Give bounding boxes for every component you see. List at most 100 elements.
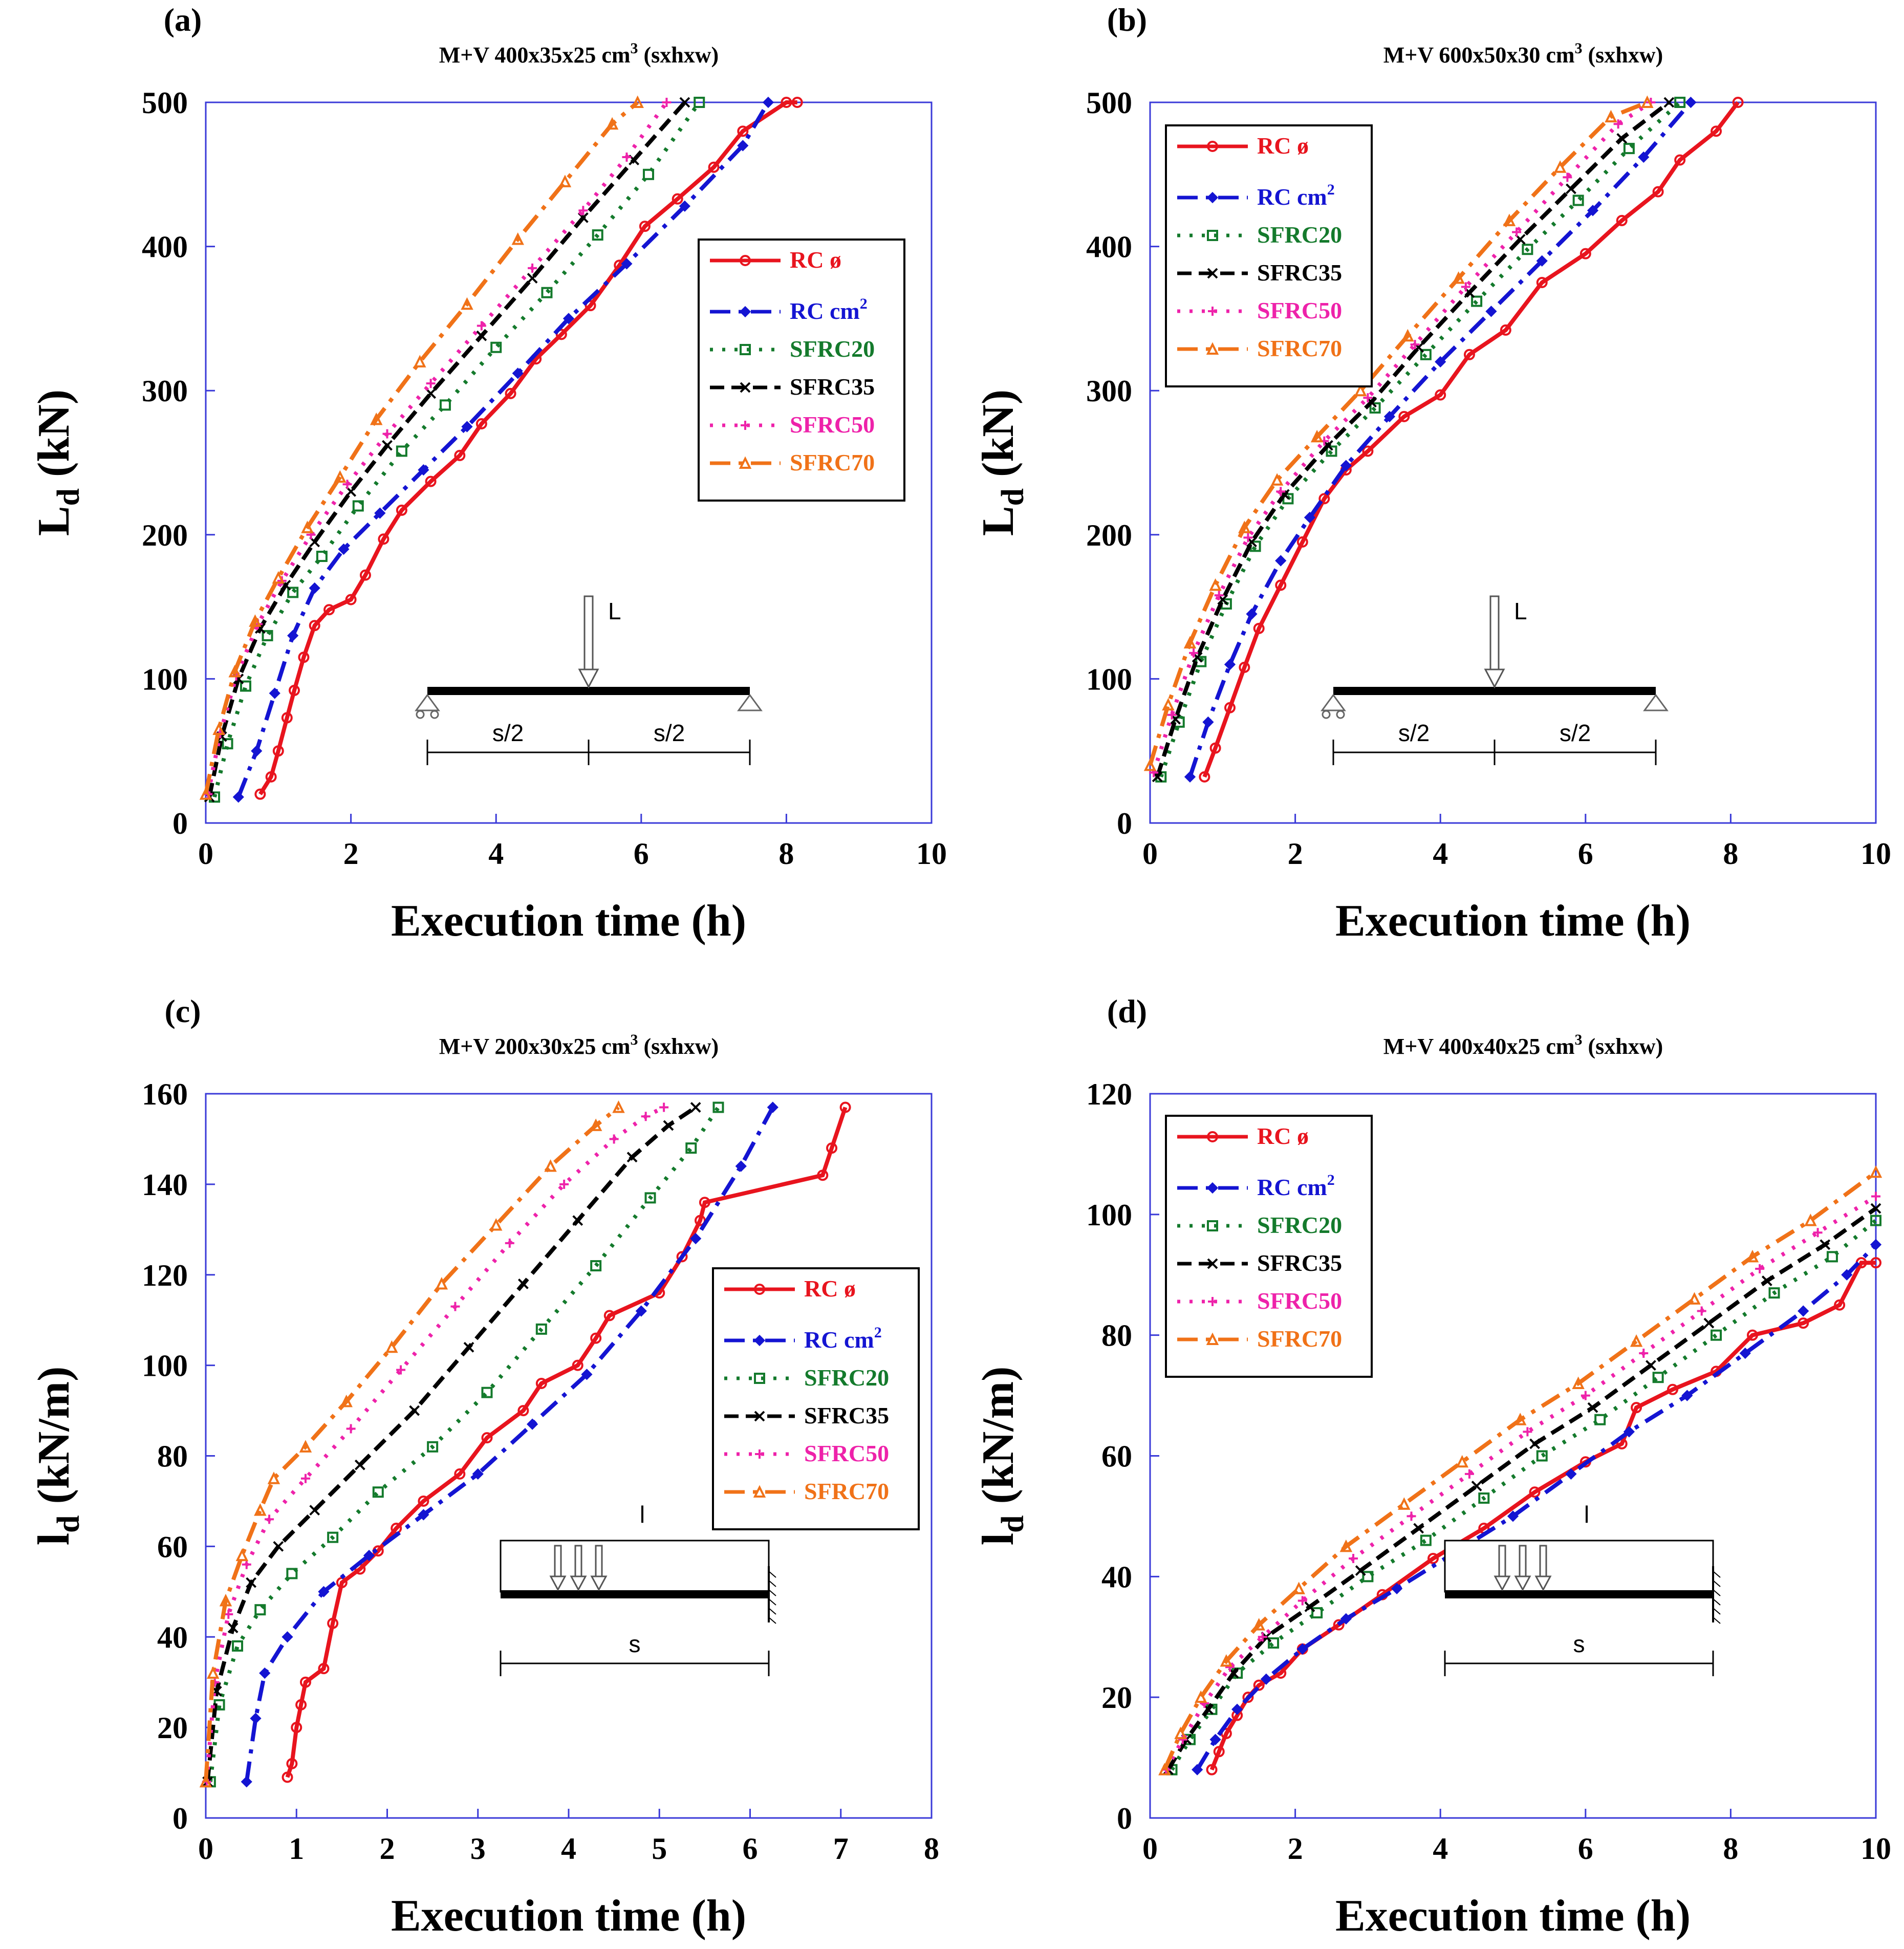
legend-marker: [1207, 1258, 1218, 1269]
data-point: [1703, 1317, 1715, 1329]
data-point: [1363, 393, 1373, 403]
data-point: [439, 399, 451, 411]
panel-d: (d)M+V 400x40x25 cm3 (sxhxw)0 2 4 6 8 1002040…: [973, 993, 1891, 1941]
data-point: [1339, 1539, 1353, 1552]
data-point: [251, 745, 263, 757]
legend-box: [1165, 1115, 1373, 1378]
legend: RC ø RC cm2 SFRC20 SFRC35 SFRC50 SFRC70: [1165, 124, 1373, 387]
y-tick-label: 100: [142, 1349, 188, 1383]
y-tick-label: 100: [1086, 1198, 1132, 1232]
data-point: [626, 1152, 638, 1163]
data-point: [418, 1495, 429, 1507]
panel-label: (c): [164, 993, 201, 1029]
data-point: [1768, 1287, 1780, 1299]
data-point: [708, 161, 720, 173]
data-point: [1362, 445, 1374, 457]
data-point: [1553, 160, 1567, 173]
data-point: [762, 96, 774, 109]
series-sfrc70: [199, 95, 644, 800]
data-point: [282, 1771, 293, 1783]
data-point: [206, 1666, 220, 1679]
data-point: [334, 470, 347, 483]
y-tick-label: 200: [1086, 518, 1132, 552]
data-point: [250, 1713, 262, 1724]
data-point: [1333, 1619, 1345, 1631]
x-tick-label: 0: [1142, 837, 1158, 871]
series-rc-: [254, 97, 803, 800]
legend-label: SFRC20: [804, 1365, 889, 1391]
data-point: [839, 1101, 851, 1113]
data-point: [475, 418, 487, 429]
data-point: [370, 413, 383, 425]
legend-box: [698, 239, 905, 502]
data-point: [249, 614, 262, 627]
data-point: [1674, 97, 1686, 108]
data-point: [1630, 1334, 1643, 1347]
legend-item: SFRC50: [1177, 297, 1342, 323]
x-tick-label: 0: [198, 1832, 213, 1866]
data-point: [578, 206, 588, 215]
data-point: [590, 1332, 602, 1344]
data-point: [1652, 1372, 1664, 1383]
data-point: [644, 1192, 656, 1204]
fixed-support-hatch: [768, 1608, 776, 1615]
legend-item: SFRC20: [710, 336, 875, 362]
series-rc-cm2: [1184, 96, 1697, 783]
series-sfrc70: [1143, 95, 1654, 771]
data-point: [1587, 1402, 1598, 1413]
data-point: [327, 1617, 339, 1629]
panel-title: M+V 200x30x25 cm3 (sxhxw): [439, 1031, 719, 1059]
data-point: [435, 1276, 448, 1290]
y-tick-label: 100: [1086, 662, 1132, 696]
data-point: [1623, 1426, 1635, 1438]
x-tick-label: 0: [1142, 1832, 1158, 1866]
data-point: [1631, 1402, 1642, 1414]
data-point: [1246, 608, 1258, 620]
y-tick-label: 20: [157, 1711, 188, 1745]
data-point: [1258, 1632, 1267, 1642]
legend-label: SFRC50: [1257, 1288, 1342, 1314]
y-tick-label: 120: [142, 1259, 188, 1292]
data-point: [1681, 1390, 1693, 1401]
data-point: [672, 193, 683, 205]
legend-marker: [1206, 191, 1219, 204]
panel-a: (a)M+V 400x35x25 cm3 (sxhxw)0 2 4 6 8 1001002…: [29, 2, 947, 946]
x-tick-label: 4: [1433, 1832, 1448, 1866]
x-tick-label: 2: [1288, 1832, 1303, 1866]
data-point: [505, 387, 516, 399]
y-tick-label: 0: [1117, 807, 1132, 840]
y-tick-label: 140: [142, 1168, 188, 1202]
data-point: [1798, 1317, 1809, 1329]
data-point: [781, 97, 792, 108]
panel-title: M+V 400x35x25 cm3 (sxhxw): [439, 40, 719, 68]
legend-marker: [740, 344, 751, 355]
legend-item: SFRC20: [1177, 1212, 1342, 1238]
x-axis-label: Execution time (h): [391, 1891, 746, 1941]
data-point: [1220, 1654, 1233, 1667]
data-point: [1711, 125, 1722, 137]
data-point: [1318, 493, 1330, 505]
pin-support: [1643, 694, 1669, 711]
data-point: [1616, 214, 1628, 226]
data-point: [1420, 1534, 1432, 1546]
data-point: [517, 1279, 529, 1289]
data-point: [712, 1101, 724, 1113]
data-point: [286, 1568, 298, 1579]
load-arrow-shaft: [583, 595, 594, 672]
data-point: [1242, 1692, 1254, 1703]
legend-label: SFRC70: [804, 1478, 889, 1504]
legend-item: SFRC70: [710, 449, 875, 475]
data-point: [817, 1170, 829, 1181]
data-point: [327, 1531, 339, 1543]
series-sfrc50: [1161, 1192, 1880, 1774]
data-point: [1224, 702, 1236, 713]
data-point: [1616, 133, 1628, 144]
pin-support: [1321, 694, 1346, 711]
legend-item: SFRC50: [724, 1440, 889, 1466]
load-arrow-head: [578, 668, 599, 689]
data-point: [1355, 1565, 1366, 1576]
data-point: [541, 287, 553, 298]
data-point: [272, 571, 285, 584]
series-line: [204, 100, 639, 795]
data-point: [242, 1560, 251, 1569]
